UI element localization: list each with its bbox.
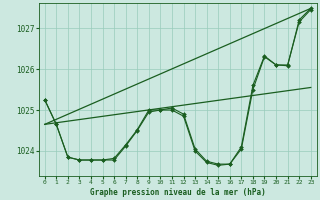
X-axis label: Graphe pression niveau de la mer (hPa): Graphe pression niveau de la mer (hPa) (90, 188, 266, 197)
